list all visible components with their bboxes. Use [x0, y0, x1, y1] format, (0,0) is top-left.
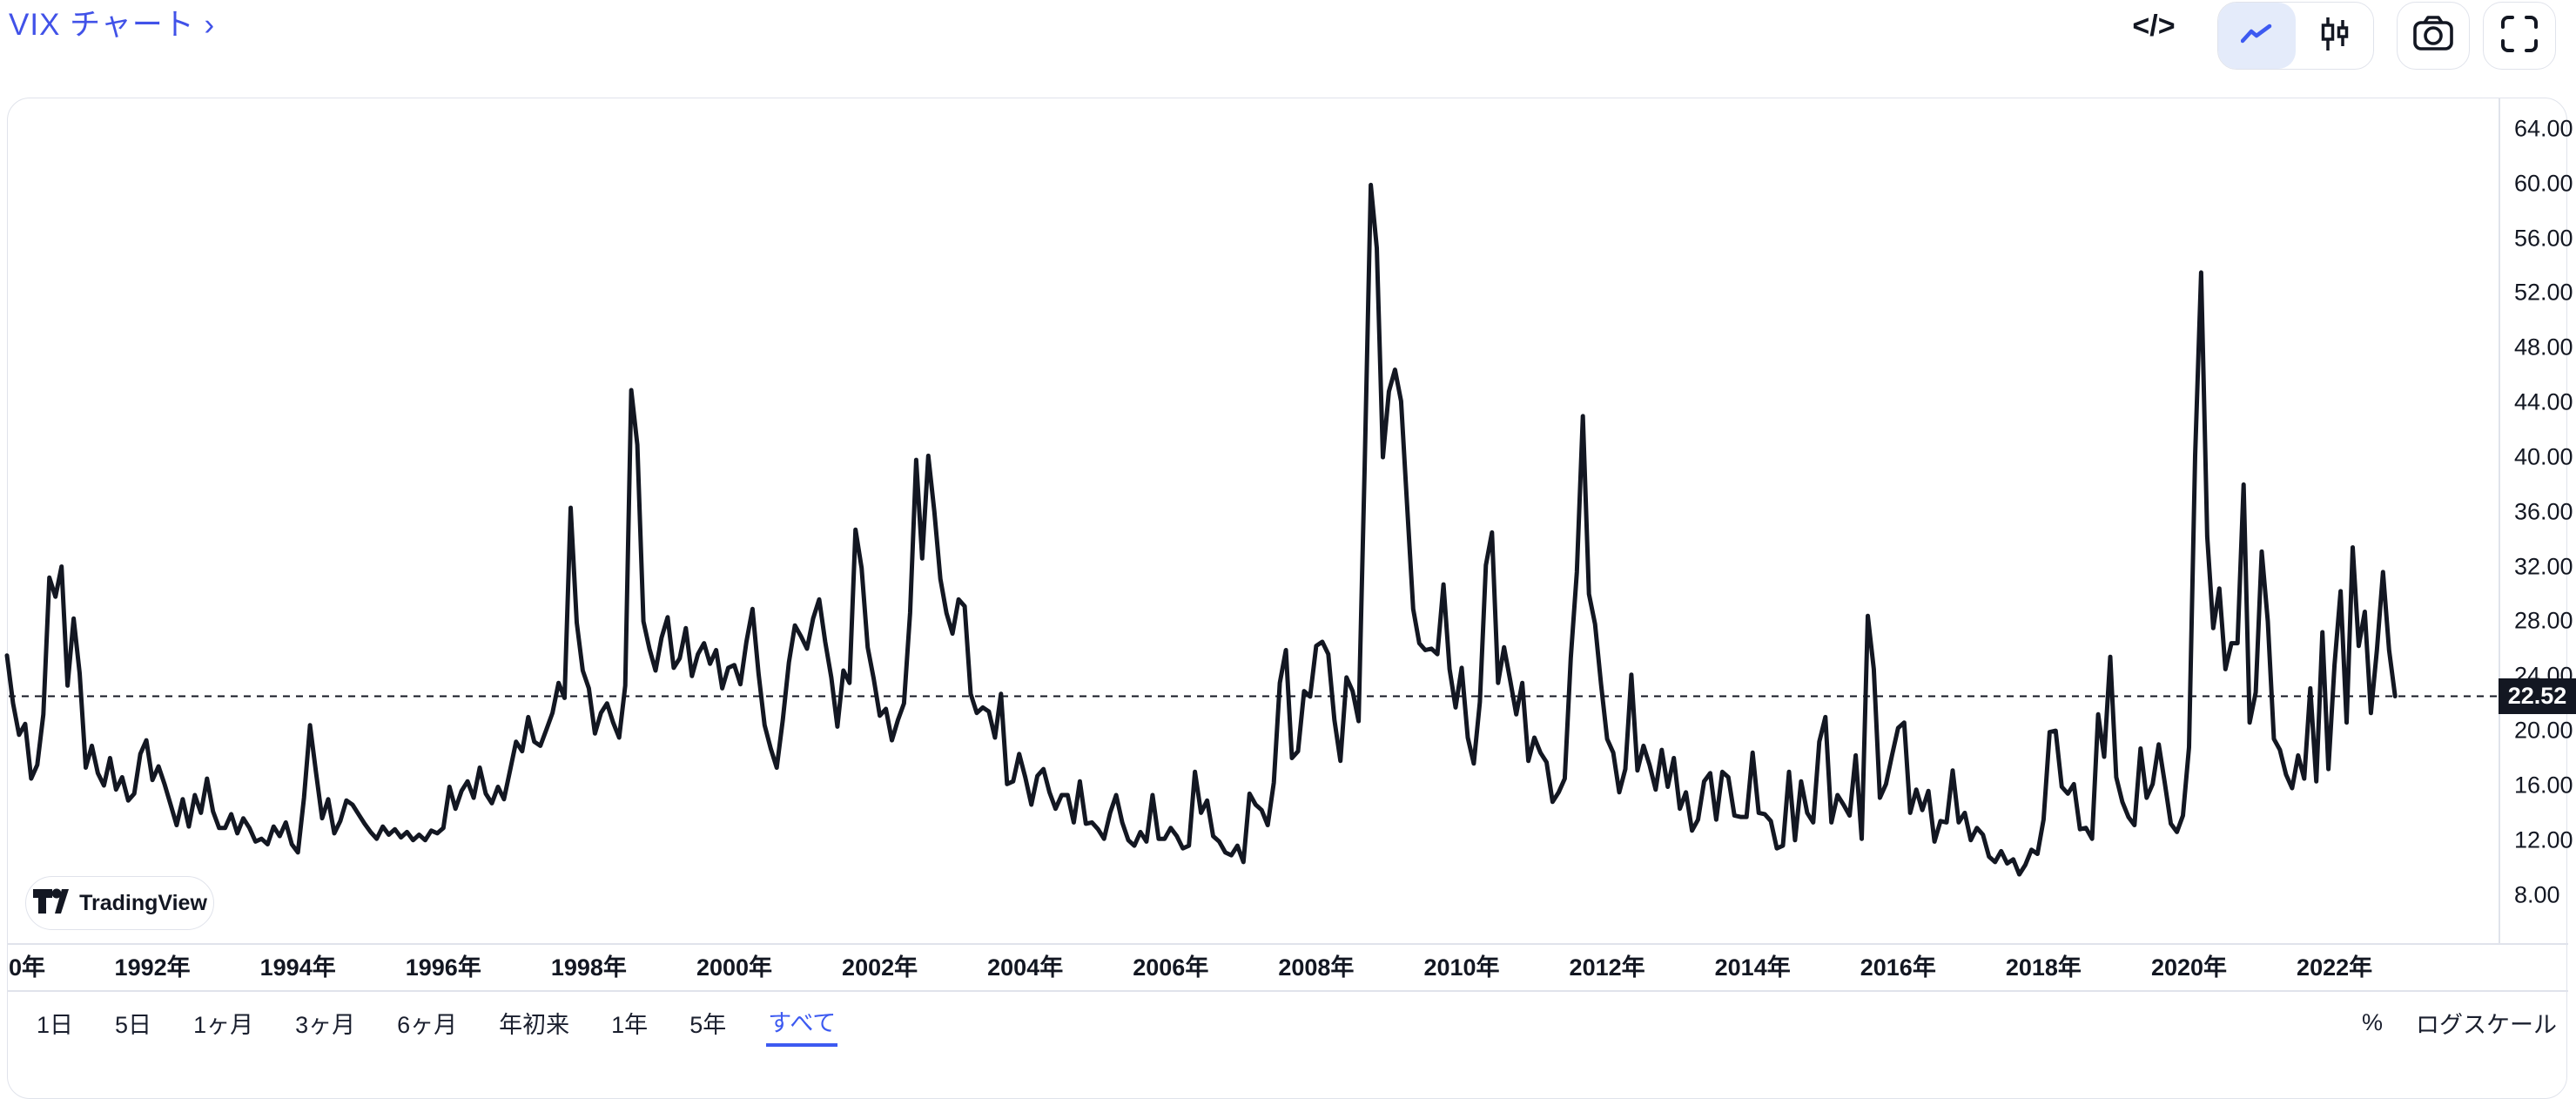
line-chart-button[interactable] [2218, 3, 2296, 69]
price-axis-label: 48.00 [2514, 334, 2573, 361]
last-price-badge: 22.52 [2499, 678, 2576, 715]
time-axis-label: 2022年 [2297, 954, 2373, 981]
range-item-1日[interactable]: 1日 [37, 1011, 74, 1038]
tradingview-attribution[interactable]: TradingView [25, 876, 214, 930]
log-scale-toggle[interactable]: ログスケール [2416, 1011, 2557, 1038]
candlestick-icon [2321, 17, 2349, 55]
time-axis-label: 1996年 [405, 954, 481, 981]
time-axis-label: 1992年 [114, 954, 191, 981]
page-title[interactable]: VIX チャート › [9, 8, 216, 42]
time-axis-label: 1994年 [259, 954, 336, 981]
price-axis-label: 52.00 [2514, 279, 2573, 306]
price-axis-label: 36.00 [2514, 498, 2573, 525]
price-axis-label: 28.00 [2514, 607, 2573, 634]
time-axis-label: 2020年 [2150, 954, 2228, 981]
range-item-すべて[interactable]: すべて [766, 999, 838, 1047]
fullscreen-button[interactable] [2483, 2, 2556, 70]
range-item-1年[interactable]: 1年 [611, 1011, 649, 1038]
camera-icon [2411, 15, 2455, 57]
range-item-年初来[interactable]: 年初来 [499, 1011, 570, 1038]
time-axis-label: 2010年 [1423, 954, 1500, 981]
fullscreen-icon [2499, 14, 2539, 58]
price-axis-label: 44.00 [2514, 388, 2573, 415]
range-item-3ヶ月[interactable]: 3ヶ月 [295, 1011, 356, 1038]
time-axis-label: 2000年 [696, 954, 773, 981]
range-item-1ヶ月[interactable]: 1ヶ月 [193, 1011, 254, 1038]
scale-controls: % ログスケール [2362, 998, 2557, 1047]
price-axis-separator [2499, 98, 2500, 943]
price-axis-label: 56.00 [2514, 225, 2573, 252]
line-chart-icon [2240, 24, 2274, 49]
time-axis-label: 0年 [9, 954, 46, 981]
price-axis-label: 20.00 [2514, 717, 2573, 744]
price-axis-label: 60.00 [2514, 170, 2573, 197]
time-axis-label: 2002年 [842, 954, 918, 981]
price-axis-label: 12.00 [2514, 826, 2573, 853]
time-axis-label: 2008年 [1278, 954, 1355, 981]
time-axis-label: 2018年 [2005, 954, 2082, 981]
range-toolbar: 1日 5日 1ヶ月 3ヶ月 6ヶ月 年初来 1年 5年 すべて [35, 998, 838, 1047]
time-axis-label: 2012年 [1569, 954, 1645, 981]
price-axis-label: 8.00 [2514, 881, 2560, 908]
tradingview-label: TradingView [79, 890, 207, 915]
range-item-6ヶ月[interactable]: 6ヶ月 [397, 1011, 458, 1038]
embed-code-icon[interactable]: </> [2132, 9, 2176, 43]
time-axis-label: 2006年 [1133, 954, 1209, 981]
price-axis-label: 16.00 [2514, 772, 2573, 799]
price-axis-label: 40.00 [2514, 443, 2573, 470]
time-axis-separator [8, 943, 2568, 945]
price-axis-label: 32.00 [2514, 553, 2573, 580]
time-axis-label: 2004年 [987, 954, 1064, 981]
chart-type-toggle [2217, 2, 2374, 70]
percent-scale-toggle[interactable]: % [2361, 1008, 2383, 1035]
camera-button[interactable] [2397, 2, 2470, 70]
time-axis-label: 1998年 [550, 954, 627, 981]
time-axis-label: 2016年 [1860, 954, 1936, 981]
range-item-5年[interactable]: 5年 [689, 1011, 727, 1038]
time-axis-label: 2014年 [1714, 954, 1791, 981]
range-item-5日[interactable]: 5日 [115, 1011, 152, 1038]
price-axis-label: 64.00 [2514, 115, 2573, 142]
toolbar-separator [8, 990, 2568, 992]
tradingview-logo-icon [32, 886, 70, 921]
candlestick-button[interactable] [2296, 3, 2373, 69]
